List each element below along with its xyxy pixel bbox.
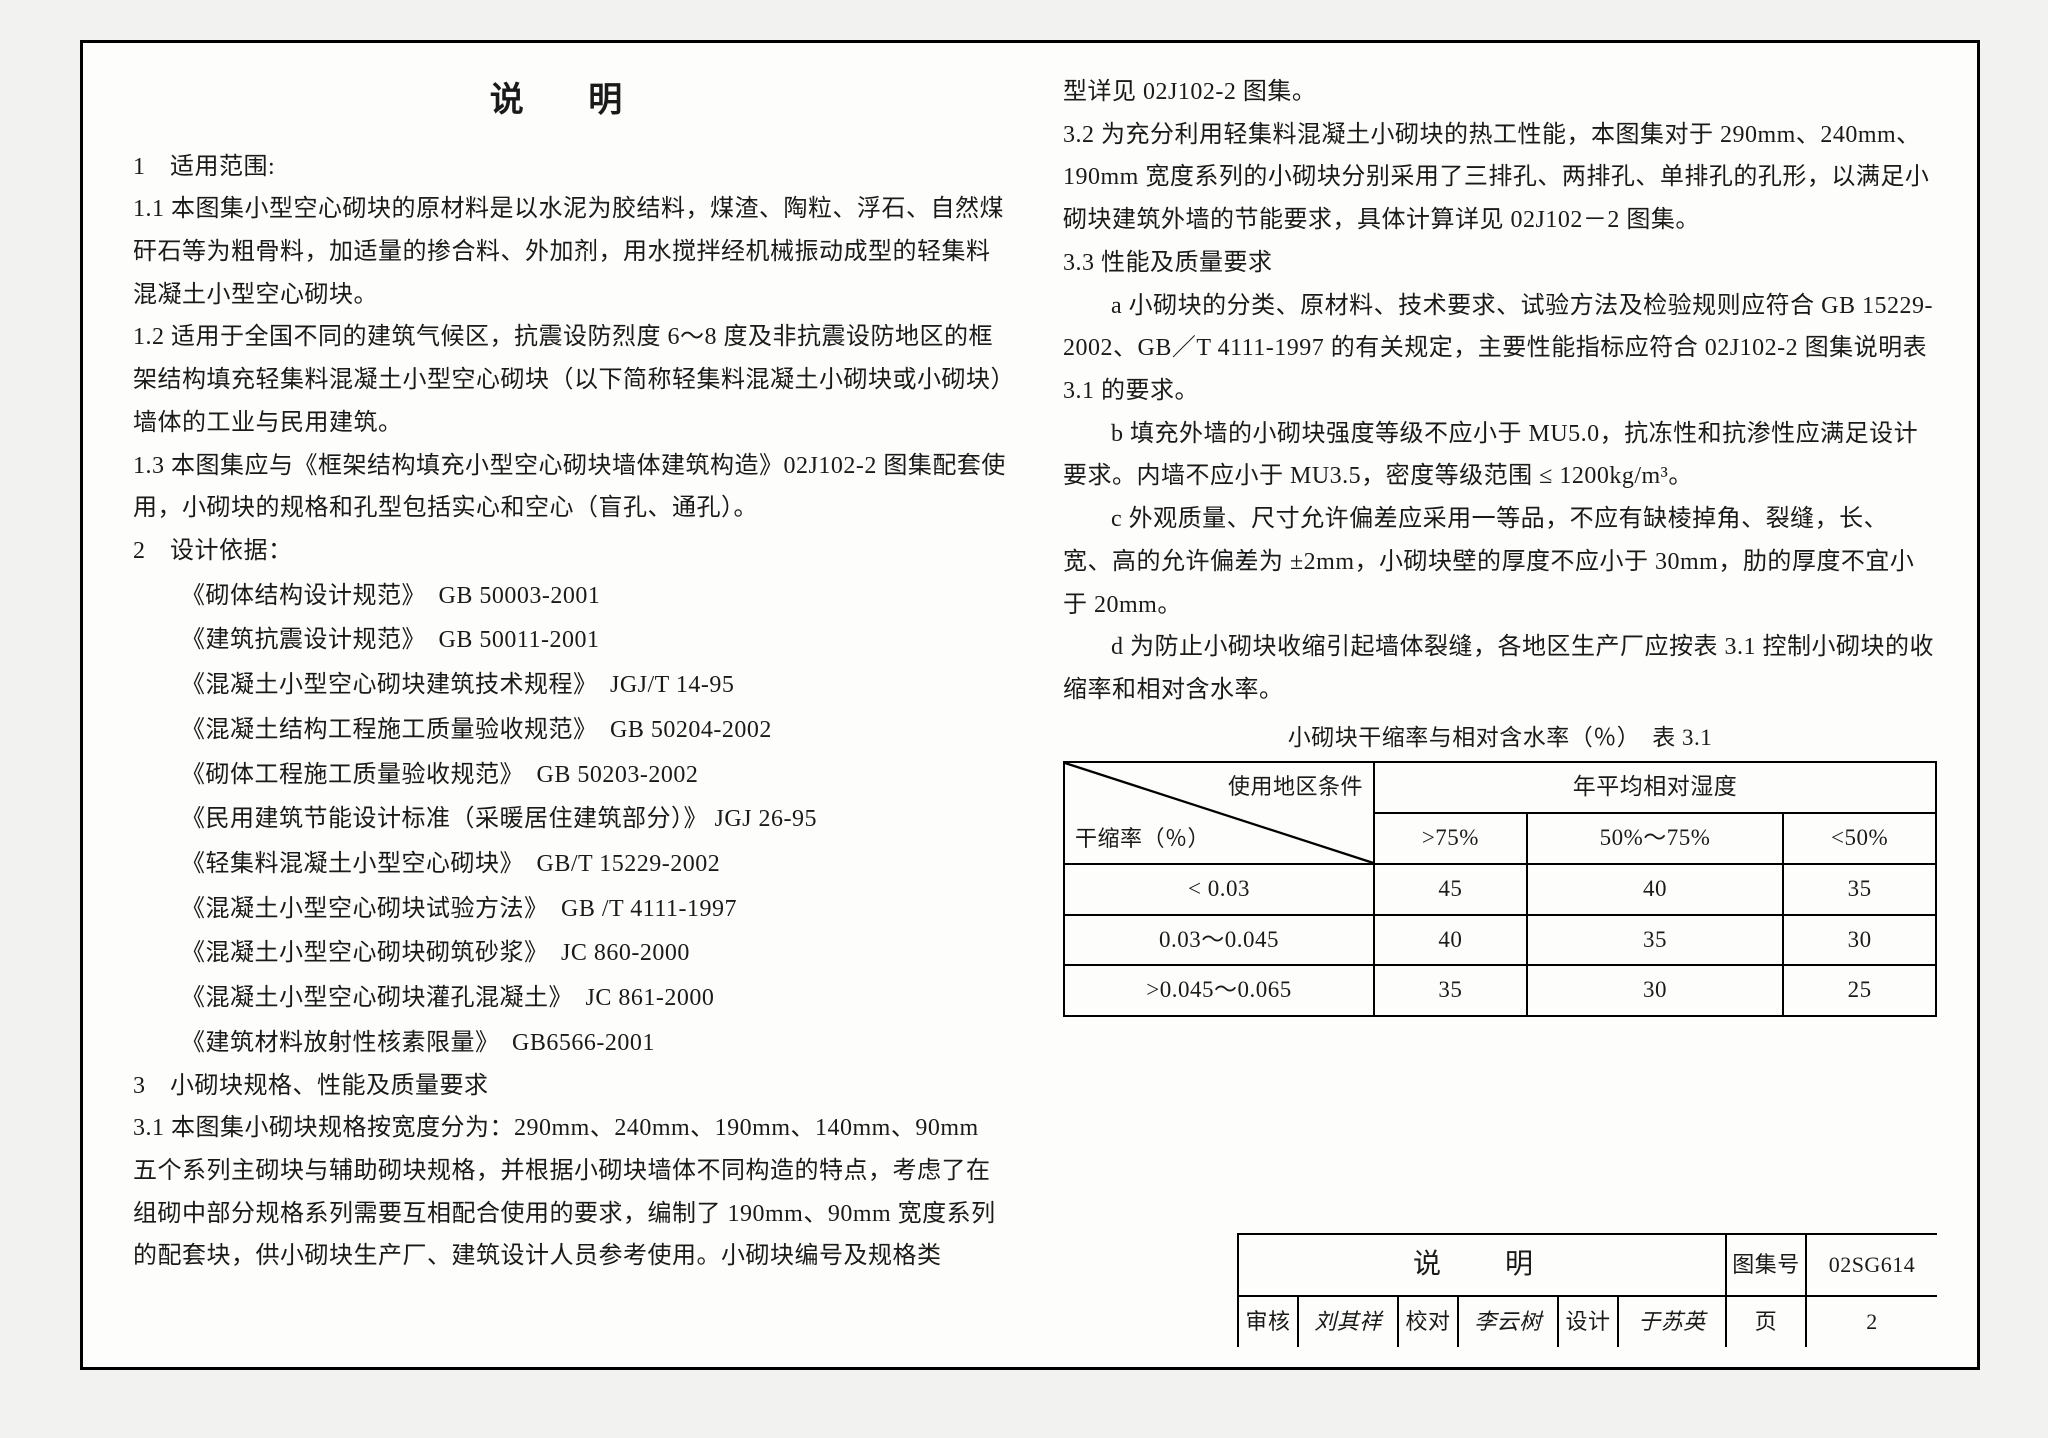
table-row: < 0.03 45 40 35 (1064, 864, 1936, 915)
two-column-layout: 说 明 1 适用范围: 1.1 本图集小型空心砌块的原材料是以水泥为胶结料，煤渣… (123, 71, 1937, 1347)
reference-item: 《轻集料混凝土小型空心砌块》 GB/T 15229-2002 (133, 843, 1007, 886)
table-row-label: >0.045～0.065 (1064, 965, 1374, 1016)
table-cell: 30 (1783, 915, 1936, 966)
reference-list: 《砌体结构设计规范》 GB 50003-2001《建筑抗震设计规范》 GB 50… (133, 575, 1007, 1065)
reference-item: 《砌体结构设计规范》 GB 50003-2001 (133, 575, 1007, 618)
tb-审核-value: 刘其祥 (1299, 1297, 1399, 1347)
reference-item: 《混凝土结构工程施工质量验收规范》 GB 50204-2002 (133, 709, 1007, 752)
tb-校对-value: 李云树 (1459, 1297, 1559, 1347)
para-3-1-cont: 型详见 02J102-2 图集。 (1063, 71, 1937, 114)
para-3-3c: c 外观质量、尺寸允许偏差应采用一等品，不应有缺棱掉角、裂缝，长、宽、高的允许偏… (1063, 498, 1937, 626)
table-cell: 30 (1527, 965, 1783, 1016)
tb-page-label: 页 (1727, 1297, 1807, 1347)
tb-设计-value: 于苏英 (1619, 1297, 1727, 1347)
set-no-value: 02SG614 (1807, 1235, 1937, 1295)
table-cell: 35 (1527, 915, 1783, 966)
right-column: 型详见 02J102-2 图集。 3.2 为充分利用轻集料混凝土小砌块的热工性能… (1063, 71, 1937, 1347)
para-3-3-head: 3.3 性能及质量要求 (1063, 242, 1937, 285)
para-1-2: 1.2 适用于全国不同的建筑气候区，抗震设防烈度 6～8 度及非抗震设防地区的框… (133, 316, 1007, 444)
para-3-2: 3.2 为充分利用轻集料混凝土小砌块的热工性能，本图集对于 290mm、240m… (1063, 114, 1937, 242)
title-block-row-2: 审核 刘其祥 校对 李云树 设计 于苏英 页 2 (1239, 1295, 1937, 1347)
table-col-2: <50% (1783, 813, 1936, 864)
section-2-heading: 2 设计依据： (133, 530, 1007, 573)
table-row: 0.03～0.045 40 35 30 (1064, 915, 1936, 966)
document-page: 说 明 1 适用范围: 1.1 本图集小型空心砌块的原材料是以水泥为胶结料，煤渣… (80, 40, 1980, 1370)
title-block-row-1: 说 明 图集号 02SG614 (1239, 1235, 1937, 1295)
reference-item: 《建筑抗震设计规范》 GB 50011-2001 (133, 619, 1007, 662)
title-block: 说 明 图集号 02SG614 审核 刘其祥 校对 李云树 设计 于苏英 页 2 (1237, 1233, 1937, 1347)
table-cell: 40 (1374, 915, 1527, 966)
reference-item: 《混凝土小型空心砌块试验方法》 GB /T 4111-1997 (133, 888, 1007, 931)
set-no-label: 图集号 (1727, 1235, 1807, 1295)
diag-top-label: 使用地区条件 (1228, 767, 1363, 806)
table-cell: 45 (1374, 864, 1527, 915)
para-1-1: 1.1 本图集小型空心砌块的原材料是以水泥为胶结料，煤渣、陶粒、浮石、自然煤矸石… (133, 188, 1007, 316)
table-cell: 40 (1527, 864, 1783, 915)
table-col-1: 50%～75% (1527, 813, 1783, 864)
table-col-0: >75% (1374, 813, 1527, 864)
reference-item: 《砌体工程施工质量验收规范》 GB 50203-2002 (133, 754, 1007, 797)
table-row-label: < 0.03 (1064, 864, 1374, 915)
diag-bot-label: 干缩率（％） (1075, 819, 1210, 858)
table-cell: 25 (1783, 965, 1936, 1016)
para-3-3d: d 为防止小砌块收缩引起墙体裂缝，各地区生产厂应按表 3.1 控制小砌块的收缩率… (1063, 626, 1937, 711)
reference-item: 《混凝土小型空心砌块建筑技术规程》 JGJ/T 14-95 (133, 664, 1007, 707)
tb-校对-label: 校对 (1399, 1297, 1459, 1347)
section-3-heading: 3 小砌块规格、性能及质量要求 (133, 1065, 1007, 1108)
drawing-name: 说 明 (1239, 1235, 1727, 1295)
para-3-3b: b 填充外墙的小砌块强度等级不应小于 MU5.0，抗冻性和抗渗性应满足设计要求。… (1063, 413, 1937, 498)
para-3-1: 3.1 本图集小砌块规格按宽度分为：290mm、240mm、190mm、140m… (133, 1107, 1007, 1278)
shrinkage-table: 使用地区条件 干缩率（％） 年平均相对湿度 >75% 50%～75% <50% … (1063, 761, 1937, 1018)
tb-page-value: 2 (1807, 1297, 1937, 1347)
tb-设计-label: 设计 (1559, 1297, 1619, 1347)
table-diagonal-header: 使用地区条件 干缩率（％） (1064, 762, 1374, 864)
reference-item: 《混凝土小型空心砌块灌孔混凝土》 JC 861-2000 (133, 977, 1007, 1020)
table-cell: 35 (1783, 864, 1936, 915)
para-1-3: 1.3 本图集应与《框架结构填充小型空心砌块墙体建筑构造》02J102-2 图集… (133, 445, 1007, 530)
page-title: 说 明 (133, 71, 1007, 132)
para-3-3a: a 小砌块的分类、原材料、技术要求、试验方法及检验规则应符合 GB 15229-… (1063, 285, 1937, 413)
reference-item: 《建筑材料放射性核素限量》 GB6566-2001 (133, 1022, 1007, 1065)
table-row: >0.045～0.065 35 30 25 (1064, 965, 1936, 1016)
table-head-group: 年平均相对湿度 (1374, 762, 1936, 813)
table-caption: 小砌块干缩率与相对含水率（％） 表 3.1 (1063, 718, 1937, 759)
tb-审核-label: 审核 (1239, 1297, 1299, 1347)
reference-item: 《民用建筑节能设计标准（采暖居住建筑部分）》 JGJ 26-95 (133, 798, 1007, 841)
table-cell: 35 (1374, 965, 1527, 1016)
table-header-row-1: 使用地区条件 干缩率（％） 年平均相对湿度 (1064, 762, 1936, 813)
reference-item: 《混凝土小型空心砌块砌筑砂浆》 JC 860-2000 (133, 932, 1007, 975)
table-row-label: 0.03～0.045 (1064, 915, 1374, 966)
left-column: 说 明 1 适用范围: 1.1 本图集小型空心砌块的原材料是以水泥为胶结料，煤渣… (123, 71, 1007, 1347)
section-1-heading: 1 适用范围: (133, 146, 1007, 189)
